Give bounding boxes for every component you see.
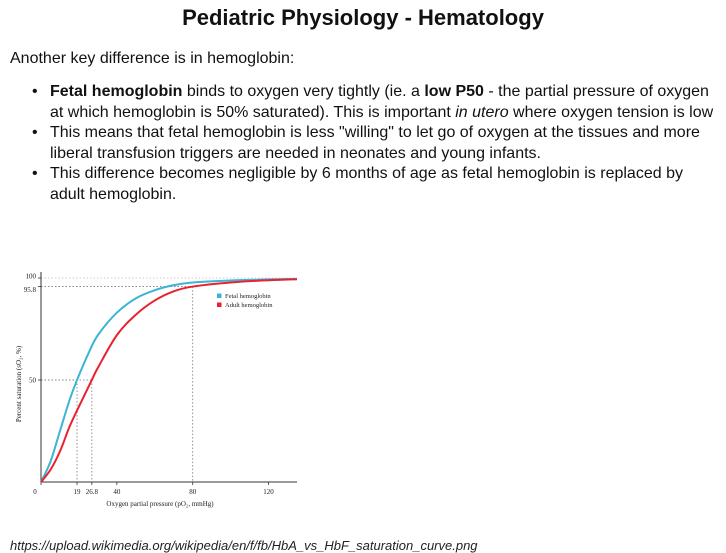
y-tick-label: 50 bbox=[29, 377, 37, 385]
bullet-line: at which hemoglobin is 50% saturated). T… bbox=[50, 103, 714, 121]
x-tick-label: 0 bbox=[33, 488, 37, 496]
x-axis-title: Oxygen partial pressure (pO₂, mmHg) bbox=[106, 500, 214, 508]
term-fetal-hemoglobin: Fetal hemoglobin bbox=[50, 83, 183, 100]
term-in-utero: in utero bbox=[455, 103, 509, 121]
legend-label: Fetal hemoglobin bbox=[225, 293, 271, 300]
bullet-line: This means that fetal hemoglobin is less… bbox=[50, 124, 700, 141]
intro-text: Another key difference is in hemoglobin: bbox=[10, 50, 295, 67]
bullet-icon: • bbox=[32, 83, 38, 100]
bullet-line: Fetal hemoglobin binds to oxygen very ti… bbox=[50, 83, 709, 100]
x-tick-label: 120 bbox=[263, 488, 274, 496]
bullet-list: • Fetal hemoglobin binds to oxygen very … bbox=[32, 82, 722, 205]
x-tick-label: 80 bbox=[189, 488, 197, 496]
bullet-icon: • bbox=[32, 165, 38, 182]
term-low-p50: low P50 bbox=[424, 83, 484, 100]
legend-swatch bbox=[217, 302, 222, 307]
y-axis-title: Percent saturation (sO₂, %) bbox=[15, 345, 23, 422]
legend-swatch bbox=[217, 293, 222, 298]
fetal-hemoglobin-curve bbox=[40, 277, 298, 483]
adult-hemoglobin-curve bbox=[40, 278, 298, 483]
y-tick-label: 95.8 bbox=[24, 286, 37, 294]
bullet-line: liberal transfusion triggers are needed … bbox=[50, 144, 541, 162]
x-tick-label: 19 bbox=[74, 488, 82, 496]
x-tick-label: 40 bbox=[113, 488, 121, 496]
oxygen-saturation-chart: 0 19 26.8 40 80 120 50 95.8 100 Oxygen partial pr… bbox=[15, 272, 298, 508]
list-item: • This difference becomes negligible by … bbox=[32, 164, 722, 205]
list-item: • This means that fetal hemoglobin is le… bbox=[32, 123, 722, 164]
bullet-icon: • bbox=[32, 124, 38, 141]
page-title: Pediatric Physiology - Hematology bbox=[182, 5, 544, 30]
image-source-caption: https://upload.wikimedia.org/wikipedia/e… bbox=[10, 538, 478, 553]
bullet-line: adult hemoglobin. bbox=[50, 185, 177, 203]
list-item: • Fetal hemoglobin binds to oxygen very … bbox=[32, 82, 722, 123]
y-tick-label: 100 bbox=[26, 273, 37, 281]
x-tick-label: 26.8 bbox=[86, 488, 99, 496]
legend-label: Adult hemoglobin bbox=[225, 302, 273, 309]
bullet-line: This difference becomes negligible by 6 … bbox=[50, 165, 683, 182]
